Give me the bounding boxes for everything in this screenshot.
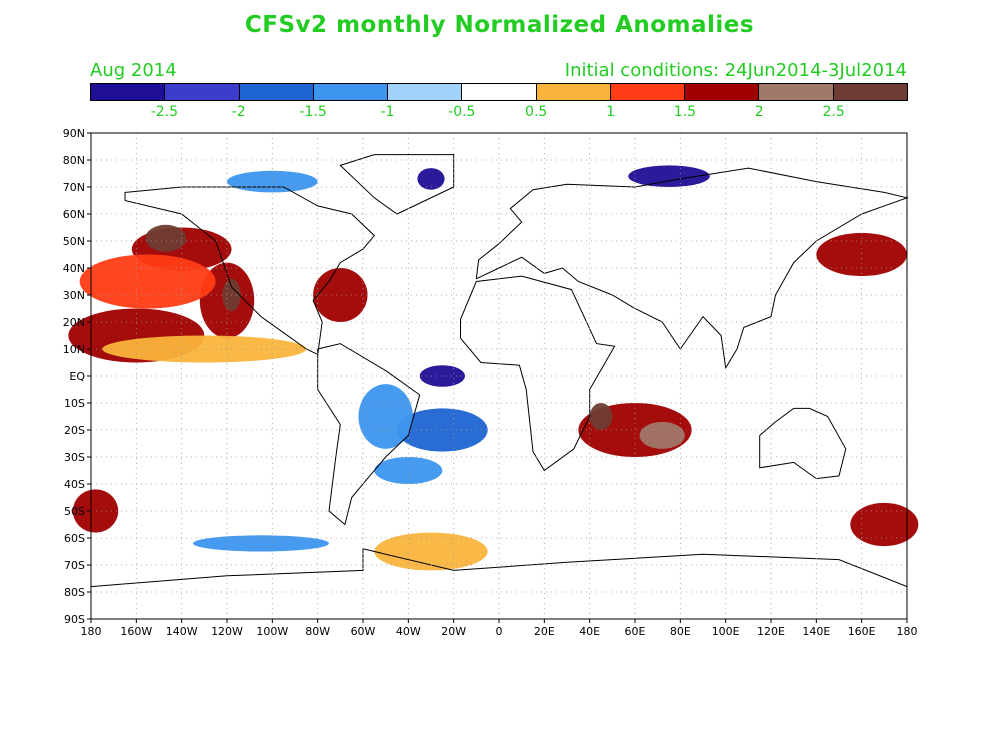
anomaly-region-canada-arctic-cold: [227, 170, 318, 193]
lon-tick-label: 40E: [579, 625, 600, 638]
anomaly-region-tropical-pacific-band: [102, 335, 307, 363]
anomaly-region-nw-pacific-warm: [816, 232, 908, 277]
initial-conditions: Initial conditions: 24Jun2014-3Jul2014: [564, 60, 907, 81]
colorbar-label: 2.5: [822, 104, 845, 120]
lon-tick-label: 100W: [256, 625, 288, 638]
chart-title: CFSv2 monthly Normalized Anomalies: [244, 12, 755, 38]
anomaly-region-indian-ocean-core: [639, 421, 685, 449]
lon-tick-label: 80E: [670, 625, 691, 638]
anomaly-region-greenland-cold: [417, 168, 445, 190]
lon-tick-label: 180: [81, 625, 102, 638]
anomaly-region-southern-ocean-warm: [374, 532, 488, 571]
anomaly-region-north-pacific-belt: [79, 254, 216, 309]
colorbar-label: -1: [380, 104, 395, 120]
anomaly-region-south-atlantic-cold-2: [374, 457, 443, 484]
lat-tick-label: 10N: [63, 343, 85, 356]
lat-tick-label: 50S: [64, 505, 85, 518]
lon-tick-label: 160E: [848, 625, 876, 638]
lon-tick-label: 120W: [211, 625, 243, 638]
colorbar-label: 1: [606, 104, 615, 120]
lon-tick-label: 20E: [534, 625, 555, 638]
anomaly-region-se-pacific-warm: [72, 489, 119, 533]
lat-tick-label: 50N: [63, 235, 85, 248]
coastline: [460, 275, 616, 472]
lat-tick-label: 40S: [64, 478, 85, 491]
colorbar-segment: [462, 84, 537, 100]
lon-tick-label: 180: [897, 625, 918, 638]
anomaly-region-madagascar-core: [589, 403, 613, 430]
coastline: [759, 407, 847, 480]
anomaly-region-south-pacific-cold: [193, 535, 329, 552]
forecast-month: Aug 2014: [90, 60, 177, 81]
lon-tick-label: 100E: [712, 625, 740, 638]
lat-tick-label: 60N: [63, 208, 85, 221]
lat-tick-label: 70N: [63, 181, 85, 194]
lat-tick-label: 10S: [64, 397, 85, 410]
colorbar-label: -2: [231, 104, 246, 120]
lon-tick-label: 60W: [351, 625, 376, 638]
colorbar-segment: [759, 84, 834, 100]
coastline: [124, 186, 375, 356]
colorbar-label: 0.5: [525, 104, 548, 120]
lat-tick-label: EQ: [69, 370, 85, 383]
lon-tick-label: 80W: [305, 625, 330, 638]
anomaly-region-east-siberia-cold: [628, 165, 710, 187]
colorbar-label: -0.5: [448, 104, 476, 120]
colorbar-labels: -2.5 -2 -1.5 -1 -0.5 0.5 1 1.5 2 2.5: [90, 104, 908, 122]
colorbar-label: 2: [754, 104, 764, 120]
anomaly-region-tasman-warm: [850, 502, 919, 547]
lat-tick-label: 20N: [63, 316, 85, 329]
lon-tick-label: 60E: [625, 625, 646, 638]
colorbar-segment: [610, 84, 686, 100]
lon-tick-label: 40W: [396, 625, 421, 638]
colorbar-label: -1.5: [299, 104, 327, 120]
colorbar-segment: [536, 84, 611, 100]
anomaly-region-ne-pacific-core: [145, 224, 187, 252]
coastline: [317, 343, 421, 526]
colorbar-segment: [388, 84, 463, 100]
lat-tick-label: 60S: [64, 532, 85, 545]
lon-tick-label: 0: [496, 625, 503, 638]
colorbar-segment: [239, 84, 314, 100]
colorbar: [90, 83, 908, 101]
anomaly-region-us-east-coast-warm: [313, 268, 368, 322]
lon-tick-label: 140W: [166, 625, 198, 638]
lat-tick-label: 90S: [64, 613, 85, 626]
colorbar-segment: [313, 84, 389, 100]
lon-tick-label: 140E: [802, 625, 830, 638]
lat-tick-label: 20S: [64, 424, 85, 437]
anomaly-region-south-america-cold: [358, 384, 413, 449]
coastline: [475, 167, 909, 370]
lon-tick-label: 20W: [441, 625, 466, 638]
lat-tick-label: 40N: [63, 262, 85, 275]
anomaly-region-atlantic-eq-cold: [419, 365, 466, 387]
anomaly-region-south-atlantic-cold: [397, 408, 488, 452]
lat-tick-label: 80S: [64, 586, 85, 599]
lon-tick-label: 120E: [757, 625, 785, 638]
lat-tick-label: 30S: [64, 451, 85, 464]
lat-tick-label: 30N: [63, 289, 85, 302]
colorbar-segment: [165, 84, 240, 100]
lat-tick-label: 70S: [64, 559, 85, 572]
lat-tick-label: 80N: [63, 154, 85, 167]
colorbar-label: -2.5: [150, 104, 179, 120]
colorbar-label: 1.5: [673, 104, 697, 120]
lat-tick-label: 90N: [63, 127, 85, 140]
lon-tick-label: 160W: [120, 625, 152, 638]
colorbar-segment: [91, 84, 166, 100]
colorbar-segment: [833, 84, 907, 100]
colorbar-segment: [685, 84, 760, 100]
